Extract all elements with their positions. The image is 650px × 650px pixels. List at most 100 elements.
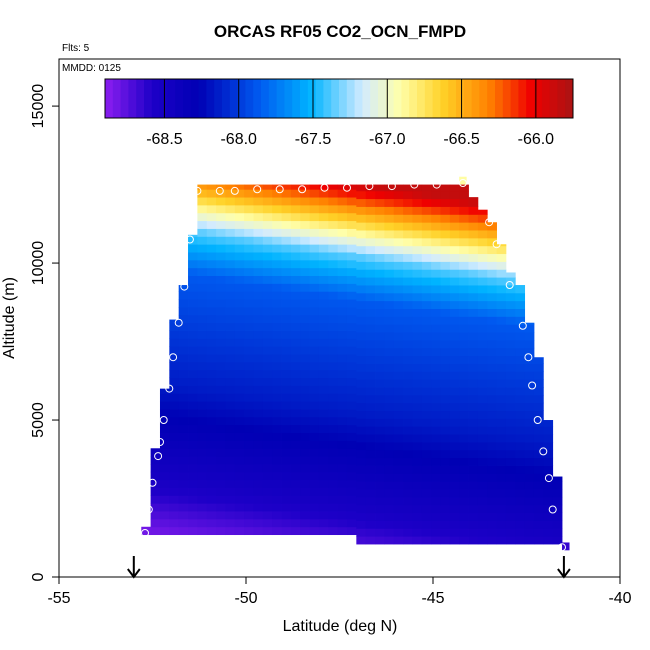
heatmap-cell <box>178 416 189 426</box>
heatmap-cell <box>393 300 404 309</box>
heatmap-cell <box>206 299 217 308</box>
heatmap-cell <box>505 332 516 341</box>
heatmap-cell <box>421 379 432 388</box>
heatmap-cell <box>440 316 451 325</box>
heatmap-cell <box>300 409 310 418</box>
heatmap-cell <box>449 434 460 443</box>
heatmap-cell <box>197 401 208 410</box>
heatmap-cell <box>281 385 292 394</box>
heatmap-cell <box>431 269 441 278</box>
heatmap-cell <box>440 214 451 223</box>
heatmap-cell <box>300 479 310 488</box>
heatmap-cell <box>412 230 423 239</box>
heatmap-cell <box>487 277 497 286</box>
heatmap-cell <box>449 237 460 247</box>
heatmap-cell <box>337 275 348 284</box>
heatmap-cell <box>449 184 460 192</box>
heatmap-cell <box>412 489 423 498</box>
heatmap-cell <box>533 418 544 427</box>
heatmap-cell <box>318 283 329 292</box>
heatmap-cell <box>150 448 161 457</box>
heatmap-cell <box>159 401 170 410</box>
heatmap-cell <box>468 481 479 490</box>
heatmap-cell <box>487 520 497 529</box>
heatmap-cell <box>505 473 516 482</box>
heatmap-cell <box>496 394 507 404</box>
heatmap-cell <box>515 504 526 514</box>
heatmap-cell <box>421 512 432 521</box>
heatmap-cell <box>178 495 189 504</box>
heatmap-cell <box>300 385 310 394</box>
heatmap-cell <box>244 314 254 324</box>
heatmap-cell <box>225 495 236 504</box>
heatmap-cell <box>533 496 544 506</box>
heatmap-cell <box>543 528 554 537</box>
heatmap-cell <box>272 259 282 269</box>
heatmap-cell <box>234 440 245 449</box>
heatmap-cell <box>197 479 208 488</box>
heatmap-cell <box>309 393 320 402</box>
heatmap-cell <box>206 228 217 237</box>
heatmap-cell <box>281 291 292 300</box>
heatmap-cell <box>375 402 385 412</box>
heatmap-cell <box>449 214 460 223</box>
heatmap-cell <box>178 440 189 449</box>
heatmap-cell <box>281 220 292 229</box>
heatmap-cell <box>365 489 376 498</box>
heatmap-cell <box>206 322 217 331</box>
profile-point <box>165 384 174 393</box>
heatmap-cell <box>244 197 254 206</box>
heatmap-cell <box>337 518 348 528</box>
heatmap-cell <box>290 526 301 536</box>
heatmap-cell <box>384 292 395 302</box>
heatmap-cell <box>337 424 348 433</box>
heatmap-cell <box>300 487 310 496</box>
heatmap-cell <box>365 387 376 396</box>
heatmap-cell <box>234 463 245 473</box>
heatmap-cell <box>206 448 217 457</box>
heatmap-cell <box>197 518 208 528</box>
heatmap-cell <box>440 222 451 231</box>
heatmap-cell <box>188 322 198 331</box>
heatmap-cell <box>496 465 507 474</box>
colorbar-segment <box>378 79 387 118</box>
heatmap-cell <box>234 369 245 379</box>
heatmap-cell <box>403 190 413 200</box>
heatmap-cell <box>206 424 217 433</box>
heatmap-cell <box>412 426 423 435</box>
heatmap-cell <box>449 512 460 521</box>
heatmap-cell <box>346 291 357 300</box>
heatmap-cell <box>225 291 236 300</box>
heatmap-cell <box>346 338 357 347</box>
heatmap-cell <box>225 471 236 481</box>
heatmap-cell <box>272 228 282 237</box>
heatmap-cell <box>234 448 245 457</box>
heatmap-cell <box>281 252 292 261</box>
heatmap-cell <box>328 416 339 426</box>
heatmap-cell <box>206 526 217 536</box>
heatmap-cell <box>262 463 273 473</box>
heatmap-cell <box>309 369 320 379</box>
profile-point <box>148 478 157 487</box>
heatmap-cell <box>421 347 432 357</box>
heatmap-cell <box>234 189 245 198</box>
heatmap-cell <box>533 481 544 490</box>
heatmap-cell <box>178 487 189 496</box>
heatmap-cell <box>197 314 208 324</box>
heatmap-cell <box>412 410 423 419</box>
heatmap-cell <box>216 212 226 222</box>
heatmap-cell <box>459 245 469 255</box>
heatmap-cell <box>337 369 348 379</box>
heatmap-cell <box>272 307 282 316</box>
profile-point <box>343 183 351 192</box>
heatmap-cell <box>188 479 198 488</box>
heatmap-cell <box>300 322 310 331</box>
heatmap-cell <box>197 275 208 284</box>
heatmap-cell <box>468 449 479 459</box>
heatmap-cell <box>337 212 348 222</box>
heatmap-cell <box>337 197 348 206</box>
heatmap-cell <box>244 401 254 410</box>
heatmap-cell <box>496 481 507 490</box>
heatmap-cell <box>281 416 292 426</box>
heatmap-cell <box>468 434 479 443</box>
